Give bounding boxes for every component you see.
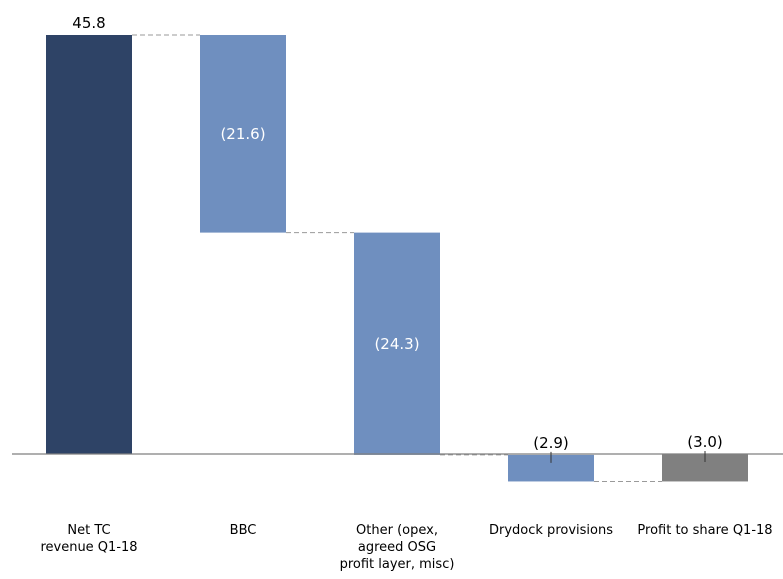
category-labels-group: Net TC revenue Q1-18 BBC Other (opex, agreed… [40,523,772,572]
value-label-2: (24.3) [374,335,419,353]
category-label-1-0: BBC [230,523,257,538]
bar-2 [354,232,440,455]
bar-0 [46,35,132,454]
value-label-3: (2.9) [533,434,569,452]
value-label-1: (21.6) [220,125,265,143]
value-label-4: (3.0) [687,433,723,451]
category-label-2-0: Other (opex, [356,523,438,538]
category-label-0-1: revenue Q1-18 [40,540,137,555]
value-labels-group: 45.8 (21.6) (24.3) (2.9) (3.0) [72,14,723,463]
category-label-0-0: Net TC [67,523,110,538]
category-label-2-1: agreed OSG [358,540,436,555]
category-label-4-0: Profit to share Q1-18 [637,523,772,538]
bars-group [46,35,748,482]
category-label-2-2: profit layer, misc) [340,557,455,572]
value-label-0: 45.8 [72,14,105,32]
category-label-3-0: Drydock provisions [489,523,613,538]
connector-lines [132,34,662,482]
bar-1 [200,35,286,233]
